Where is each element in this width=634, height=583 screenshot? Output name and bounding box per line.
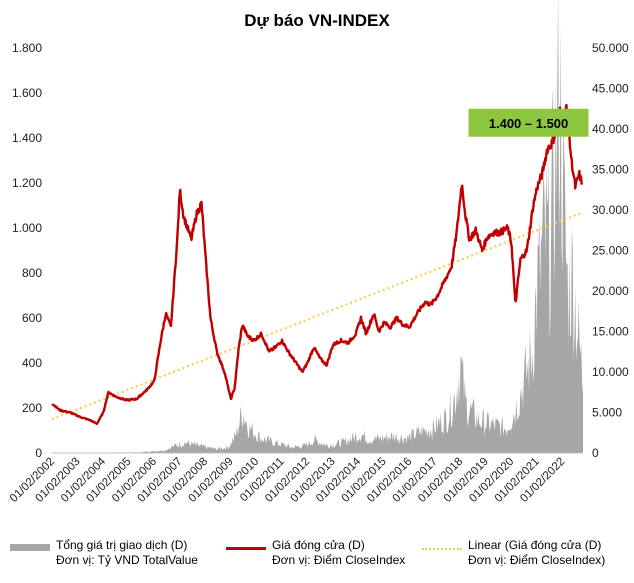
legend-item-close: Giá đóng cửa (D) Đơn vị: Điểm CloseIndex bbox=[220, 538, 410, 568]
y-left-tick-label: 1.400 bbox=[12, 131, 42, 145]
legend-swatch-volume bbox=[10, 544, 50, 551]
annotation-label: 1.400 – 1.500 bbox=[489, 116, 569, 131]
y-left-tick-label: 200 bbox=[22, 401, 42, 415]
y-right-tick-label: 25.000 bbox=[592, 244, 629, 258]
y-right-tick-label: 5.000 bbox=[592, 406, 622, 420]
legend-label-linear: Linear (Giá đóng cửa (D) bbox=[468, 538, 602, 552]
legend-item-linear: Linear (Giá đóng cửa (D) Đơn vị: Điểm Cl… bbox=[418, 538, 632, 568]
y-right-tick-label: 35.000 bbox=[592, 163, 629, 177]
legend-swatch-close bbox=[226, 547, 266, 550]
y-left-tick-label: 600 bbox=[22, 311, 42, 325]
legend-item-volume: Tổng giá trị giao dịch (D) Đơn vị: Tỷ VN… bbox=[0, 538, 210, 568]
annotation-layer: 1.400 – 1.500 bbox=[468, 108, 589, 137]
legend-label-close: Giá đóng cửa (D) bbox=[272, 538, 365, 552]
chart-title: Dự báo VN-INDEX bbox=[244, 11, 390, 30]
legend: Tổng giá trị giao dịch (D) Đơn vị: Tỷ VN… bbox=[0, 538, 634, 583]
y-left-tick-label: 1.000 bbox=[12, 221, 42, 235]
series-close-line bbox=[51, 103, 583, 426]
y-left-tick-label: 0 bbox=[35, 446, 42, 460]
y-right-tick-label: 30.000 bbox=[592, 203, 629, 217]
line-series-layer bbox=[51, 103, 583, 426]
legend-unit-volume: Đơn vị: Tỷ VND TotalValue bbox=[56, 553, 198, 567]
y-left-tick-label: 1.600 bbox=[12, 86, 42, 100]
y-right-tick-label: 40.000 bbox=[592, 122, 629, 136]
y-left-tick-label: 800 bbox=[22, 266, 42, 280]
y-left-tick-label: 400 bbox=[22, 356, 42, 370]
y-right-tick-label: 20.000 bbox=[592, 284, 629, 298]
y-right-tick-label: 0 bbox=[592, 446, 599, 460]
y-right-tick-label: 15.000 bbox=[592, 325, 629, 339]
legend-label-volume: Tổng giá trị giao dịch (D) bbox=[56, 538, 188, 552]
trendline-layer bbox=[51, 211, 584, 421]
y-right-tick-label: 50.000 bbox=[592, 41, 629, 55]
legend-swatch-linear bbox=[422, 548, 462, 550]
series-linear-trendline bbox=[51, 211, 584, 421]
y-right-tick-label: 10.000 bbox=[592, 365, 629, 379]
y-right-tick-label: 45.000 bbox=[592, 82, 629, 96]
legend-unit-close: Đơn vị: Điểm CloseIndex bbox=[272, 553, 406, 567]
chart-svg: Dự báo VN-INDEX 0 200 400 600 800 1.000 1.200 1… bbox=[8, 0, 629, 505]
y-left-tick-label: 1.200 bbox=[12, 176, 42, 190]
annotation-box bbox=[468, 108, 589, 137]
legend-unit-linear: Đơn vị: Điểm CloseIndex) bbox=[468, 553, 606, 567]
series-volume-area bbox=[52, 0, 583, 453]
y-left-tick-label: 1.800 bbox=[12, 41, 42, 55]
area-series-layer bbox=[52, 0, 583, 453]
